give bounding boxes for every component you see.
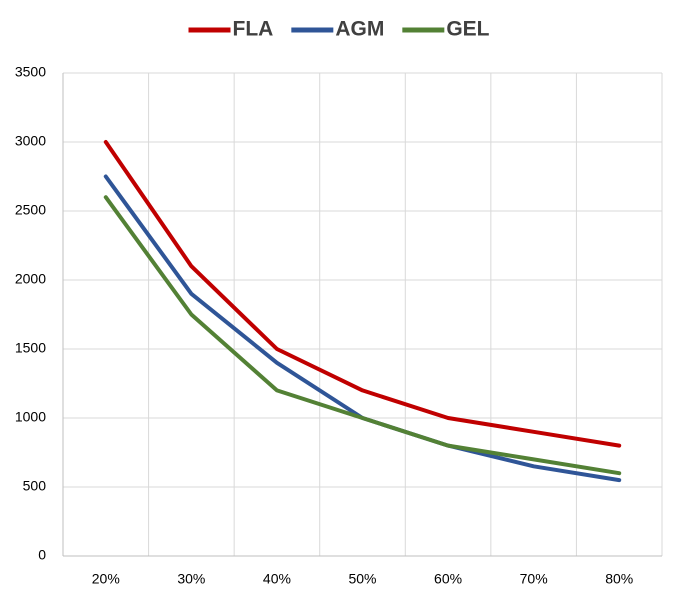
y-tick-label: 1000 xyxy=(15,409,46,425)
x-tick-label: 40% xyxy=(263,571,291,587)
x-tick-label: 80% xyxy=(605,571,633,587)
y-tick-label: 1500 xyxy=(15,340,46,356)
data-line xyxy=(103,140,622,448)
y-tick-label: 0 xyxy=(38,547,46,563)
y-tick-label: 500 xyxy=(23,478,47,494)
legend-text: FLA xyxy=(233,18,274,41)
x-tick-label: 50% xyxy=(348,571,376,587)
legend: FLA AGM GEL xyxy=(188,18,490,41)
x-tick-label: 20% xyxy=(92,571,120,587)
legend-text: GEL xyxy=(446,18,489,41)
x-tick-label: 70% xyxy=(520,571,548,587)
y-tick-label: 3500 xyxy=(15,64,46,80)
legend-text: AGM xyxy=(335,18,384,41)
x-tick-label: 60% xyxy=(434,571,462,587)
y-tick-label: 3000 xyxy=(15,133,46,149)
x-tick-label: 30% xyxy=(177,571,205,587)
data-line xyxy=(103,195,622,476)
y-tick-label: 2000 xyxy=(15,271,46,287)
y-tick-label: 2500 xyxy=(15,202,46,218)
